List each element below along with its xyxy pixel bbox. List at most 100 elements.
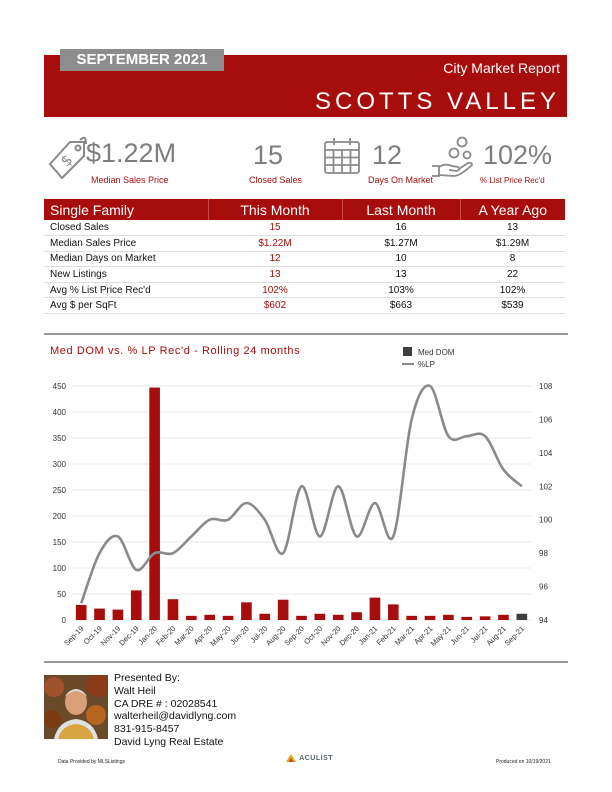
x-axis-tick-label: Feb-21	[375, 624, 398, 647]
dom-bar	[406, 615, 417, 620]
left-axis-tick-label: 450	[53, 382, 67, 391]
table-header-row: Single Family This Month Last Month A Ye…	[44, 199, 565, 220]
dom-bar	[259, 613, 271, 620]
dom-bar	[479, 616, 491, 620]
right-axis-tick-label: 108	[539, 382, 553, 391]
x-axis-tick-label: May-21	[429, 624, 453, 648]
agent-phone[interactable]: 831-915-8457	[114, 723, 180, 736]
dom-bar	[241, 602, 252, 620]
col-header-this-month: This Month	[208, 199, 343, 220]
table-row: Median Days on Market 12 10 8	[44, 251, 565, 268]
stat-median-sales-price: $ $1.22M Median Sales Price	[46, 134, 196, 190]
stat-list-price-received: 102% % List Price Rec'd	[430, 134, 562, 190]
row-label: New Listings	[44, 266, 208, 283]
this-month-cell: $1.22M	[208, 235, 342, 252]
last-month-cell: $663	[342, 297, 460, 315]
chart-title: Med DOM vs. % LP Rec'd - Rolling 24 mont…	[50, 345, 301, 357]
x-axis-tick-label: Feb-20	[154, 624, 177, 647]
year-ago-cell: 8	[460, 251, 565, 268]
divider	[44, 333, 568, 335]
dom-bar	[112, 609, 124, 620]
left-axis-tick-label: 150	[53, 538, 67, 547]
list-price-received-label: % List Price Rec'd	[480, 176, 545, 185]
chart-canvas: 0 50 100 150 200 250 300 350 400 450 94 96 98 100 102 1…	[53, 347, 553, 648]
left-axis-tick-label: 100	[53, 564, 67, 573]
dom-bar	[75, 604, 87, 620]
dom-bar	[186, 615, 197, 620]
price-tag-icon: $	[48, 136, 87, 180]
col-header-single-family: Single Family	[44, 199, 209, 220]
agent-name: Walt Heil	[114, 684, 156, 697]
year-ago-cell: 13	[460, 220, 565, 237]
dom-bar	[94, 608, 105, 620]
this-month-cell: 12	[208, 251, 342, 268]
table-row: Avg % List Price Rec'd 102% 103% 102%	[44, 282, 565, 299]
last-month-cell: $1.27M	[342, 235, 460, 252]
dom-bar	[424, 615, 436, 620]
table-row: Avg $ per SqFt $602 $663 $539	[44, 297, 565, 315]
agent-company: David Lyng Real Estate	[114, 735, 224, 748]
x-axis-tick-label: Dec-20	[338, 624, 361, 647]
right-axis-tick-label: 100	[539, 516, 553, 525]
closed-sales-label: Closed Sales	[249, 175, 303, 185]
stat-days-on-market: 12 Days On Market	[322, 134, 434, 190]
agent-email[interactable]: walterheil@davidlyng.com	[114, 710, 237, 723]
year-ago-cell: $1.29M	[460, 235, 565, 252]
dom-bar	[277, 599, 289, 620]
x-axis-tick-label: Jun-21	[449, 624, 472, 647]
x-axis-tick-label: May-20	[208, 624, 232, 648]
calendar-icon	[324, 138, 360, 174]
median-sales-price-value: $1.22M	[86, 138, 177, 168]
right-axis-tick-label: 104	[539, 449, 553, 458]
legend-med-dom-swatch	[403, 347, 412, 356]
dom-bar	[387, 604, 399, 620]
divider	[44, 661, 568, 663]
year-ago-cell: 22	[460, 266, 565, 283]
agent-info: Presented By: Walt Heil CA DRE # : 02028…	[114, 672, 236, 749]
dom-bar	[369, 597, 381, 620]
dom-bar	[167, 599, 179, 620]
x-axis-tick-label: Sep-20	[282, 624, 305, 647]
x-axis-tick-label: Sep-19	[62, 624, 85, 647]
left-axis-tick-label: 350	[53, 434, 67, 443]
report-month: SEPTEMBER 2021	[60, 49, 224, 71]
x-axis-tick-label: Jun-20	[228, 624, 251, 647]
left-axis-tick-label: 250	[53, 486, 67, 495]
dom-bar	[443, 614, 454, 620]
produced-date: Produced on 10/19/2021	[496, 759, 551, 765]
left-axis-tick-label: 0	[62, 616, 67, 625]
right-axis-tick-label: 102	[539, 482, 553, 491]
legend-med-dom-label: Med DOM	[418, 348, 455, 357]
brand-name: ACULIST	[299, 754, 334, 762]
year-ago-cell: $539	[460, 297, 565, 315]
this-month-cell: 102%	[208, 282, 342, 299]
year-ago-cell: 102%	[460, 282, 565, 299]
presented-by-label: Presented By:	[114, 672, 180, 684]
dom-bar	[461, 616, 473, 620]
this-month-cell: $602	[208, 297, 342, 315]
dom-bar	[498, 614, 509, 620]
this-month-cell: 13	[208, 266, 342, 283]
table-row: Median Sales Price $1.22M $1.27M $1.29M	[44, 235, 565, 252]
right-axis-tick-label: 96	[539, 583, 548, 592]
median-sales-price-label: Median Sales Price	[91, 175, 169, 185]
right-axis-tick-label: 98	[539, 549, 548, 558]
right-axis-tick-label: 106	[539, 415, 553, 424]
left-axis-tick-label: 400	[53, 408, 67, 417]
report-title: City Market Report	[443, 60, 560, 76]
last-month-cell: 10	[342, 251, 460, 268]
city-name: SCOTTS VALLEY	[315, 88, 560, 115]
left-axis-tick-label: 200	[53, 512, 67, 521]
row-label: Median Sales Price	[44, 235, 208, 252]
x-axis-tick-label: Mar-21	[393, 624, 416, 647]
days-on-market-label: Days On Market	[368, 175, 434, 185]
dom-bar	[222, 615, 234, 620]
dom-bar	[516, 613, 528, 620]
table-row: Closed Sales 15 16 13	[44, 220, 565, 237]
agent-photo	[44, 675, 108, 739]
table-row: New Listings 13 13 22	[44, 266, 565, 283]
last-month-cell: 16	[342, 220, 460, 237]
dom-bar	[204, 614, 216, 620]
x-axis-tick-label: Sep-21	[503, 624, 526, 647]
dom-bar	[351, 612, 362, 620]
